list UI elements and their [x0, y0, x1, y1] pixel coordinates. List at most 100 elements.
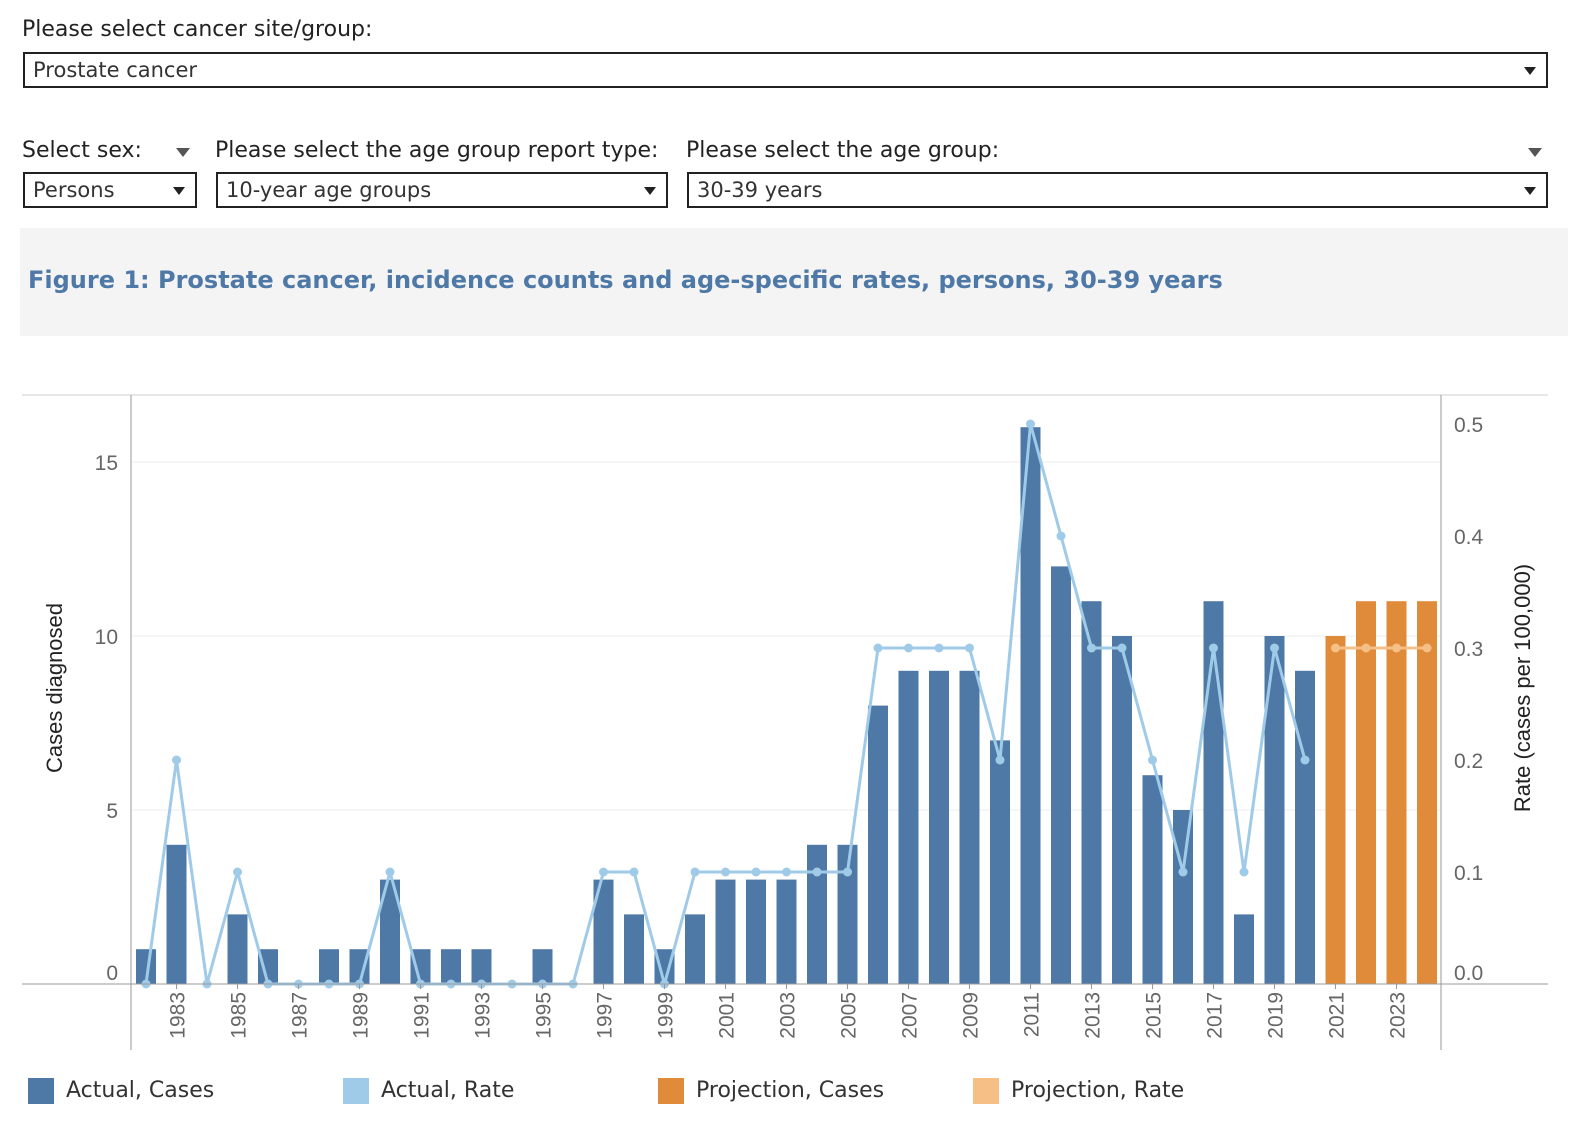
report-type-label: Please select the age group report type:: [215, 138, 659, 163]
actual-rate-point: [843, 867, 852, 877]
legend-swatch: [343, 1078, 369, 1104]
actual-rate-point: [873, 643, 883, 653]
bar-actual-cases: [776, 879, 797, 984]
chevron-down-icon: [644, 187, 656, 195]
bar-projection-cases: [1325, 636, 1346, 984]
actual-rate-point: [721, 867, 730, 877]
y-tick-label: 0: [106, 962, 118, 985]
bar-actual-cases: [1264, 636, 1285, 984]
legend-label: Projection, Rate: [1011, 1078, 1185, 1103]
figure-title-panel: Figure 1: Prostate cancer, incidence cou…: [20, 228, 1568, 336]
bar-actual-cases: [868, 705, 888, 984]
x-tick-label: 1983: [167, 992, 190, 1039]
actual-rate-point: [1148, 755, 1157, 765]
y-tick-label: 10: [95, 626, 118, 649]
bar-actual-cases: [349, 949, 370, 984]
actual-rate-point: [385, 867, 395, 877]
projection-rate-point: [1361, 643, 1371, 653]
legend-label: Actual, Cases: [66, 1078, 215, 1103]
bar-actual-cases: [380, 879, 400, 984]
gridlines: [131, 461, 1441, 811]
x-tick-label: 2007: [899, 992, 922, 1039]
sex-select-value: Persons: [33, 178, 115, 202]
legend-swatch: [658, 1078, 684, 1104]
site-select-value: Prostate cancer: [33, 58, 198, 82]
x-tick-label: 1995: [533, 992, 556, 1039]
bar-actual-cases: [898, 670, 919, 984]
bar-projection-cases: [1417, 601, 1437, 984]
bar-actual-cases: [410, 949, 431, 984]
actual-rate-point: [1087, 643, 1096, 653]
bar-actual-cases: [1112, 636, 1132, 984]
chevron-down-icon: [1524, 187, 1536, 195]
x-tick-label: 2001: [716, 992, 739, 1039]
bar-actual-cases: [471, 949, 492, 984]
x-tick-label: 2023: [1387, 992, 1410, 1039]
x-tick-label: 2019: [1265, 992, 1288, 1039]
age-filter-menu-icon[interactable]: [1528, 148, 1542, 157]
y2-tick-label: 0.3: [1454, 638, 1483, 661]
legend-swatch: [973, 1078, 999, 1104]
sex-select[interactable]: Persons: [23, 172, 197, 208]
age-group-select-value: 30-39 years: [697, 178, 823, 202]
bar-actual-cases: [227, 914, 248, 984]
y-axis-title: Cases diagnosed: [42, 603, 67, 773]
site-label: Please select cancer site/group:: [22, 17, 373, 42]
actual-rate-point: [1056, 531, 1066, 541]
bar-actual-cases: [593, 879, 614, 984]
figure-title: Figure 1: Prostate cancer, incidence cou…: [28, 266, 1223, 294]
bar-actual-cases: [990, 740, 1010, 984]
actual-rate-point: [599, 867, 608, 877]
actual-rate-point: [233, 867, 242, 877]
bar-actual-cases: [654, 949, 675, 984]
x-tick-label: 2005: [838, 992, 861, 1039]
actual-rate-point: [629, 867, 639, 877]
actual-rate-point: [1026, 419, 1035, 429]
y-tick-label: 5: [106, 800, 118, 823]
x-tick-label: 1987: [289, 992, 312, 1039]
site-select[interactable]: Prostate cancer: [23, 52, 1548, 88]
age-group-select[interactable]: 30-39 years: [687, 172, 1548, 208]
x-tick-label: 2021: [1326, 992, 1349, 1039]
sex-label: Select sex:: [22, 138, 142, 163]
bar-actual-cases: [1051, 566, 1071, 984]
projection-rate-point: [1422, 643, 1432, 653]
bar-projection-cases: [1386, 601, 1407, 984]
actual-rate-point: [965, 643, 974, 653]
x-tick-label: 1999: [655, 992, 678, 1039]
bar-actual-cases: [807, 844, 827, 984]
actual-rate-point: [995, 755, 1005, 765]
y2-tick-label: 0.5: [1454, 414, 1483, 437]
bar-actual-cases: [1142, 775, 1163, 984]
bar-actual-cases: [441, 949, 461, 984]
x-tick-label: 2017: [1204, 992, 1227, 1039]
x-tick-label: 2003: [777, 992, 800, 1039]
actual-rate-point: [1239, 867, 1249, 877]
bar-actual-cases: [258, 949, 278, 984]
bar-actual-cases: [1203, 601, 1224, 984]
sex-filter-menu-icon[interactable]: [176, 148, 190, 157]
projection-rate-point: [1331, 643, 1340, 653]
chevron-down-icon: [1524, 67, 1536, 75]
bar-actual-cases: [746, 879, 766, 984]
actual-rate-point: [1209, 643, 1218, 653]
report-type-select-value: 10-year age groups: [226, 178, 432, 202]
actual-rate-point: [1270, 643, 1279, 653]
x-tick-label: 2013: [1082, 992, 1105, 1039]
bars: [136, 427, 1437, 984]
bar-actual-cases: [959, 670, 980, 984]
bar-actual-cases: [1173, 810, 1193, 984]
x-tick-label: 1991: [411, 992, 434, 1039]
y2-tick-label: 0.2: [1454, 750, 1483, 773]
bar-actual-cases: [319, 949, 339, 984]
age-group-label: Please select the age group:: [686, 138, 1000, 163]
y2-tick-label: 0.4: [1454, 526, 1484, 549]
actual-rate-point: [690, 867, 700, 877]
bar-actual-cases: [624, 914, 644, 984]
x-tick-label: 1993: [472, 992, 495, 1039]
axes: 0 5 10 15 0.0 0.1 0.2 0.3 0.4 0.5 1983 1985 1987 1989…: [22, 394, 1548, 1050]
projection-rate-point: [1392, 643, 1401, 653]
report-type-select[interactable]: 10-year age groups: [216, 172, 668, 208]
y2-axis-title: Rate (cases per 100,000): [1510, 564, 1535, 812]
